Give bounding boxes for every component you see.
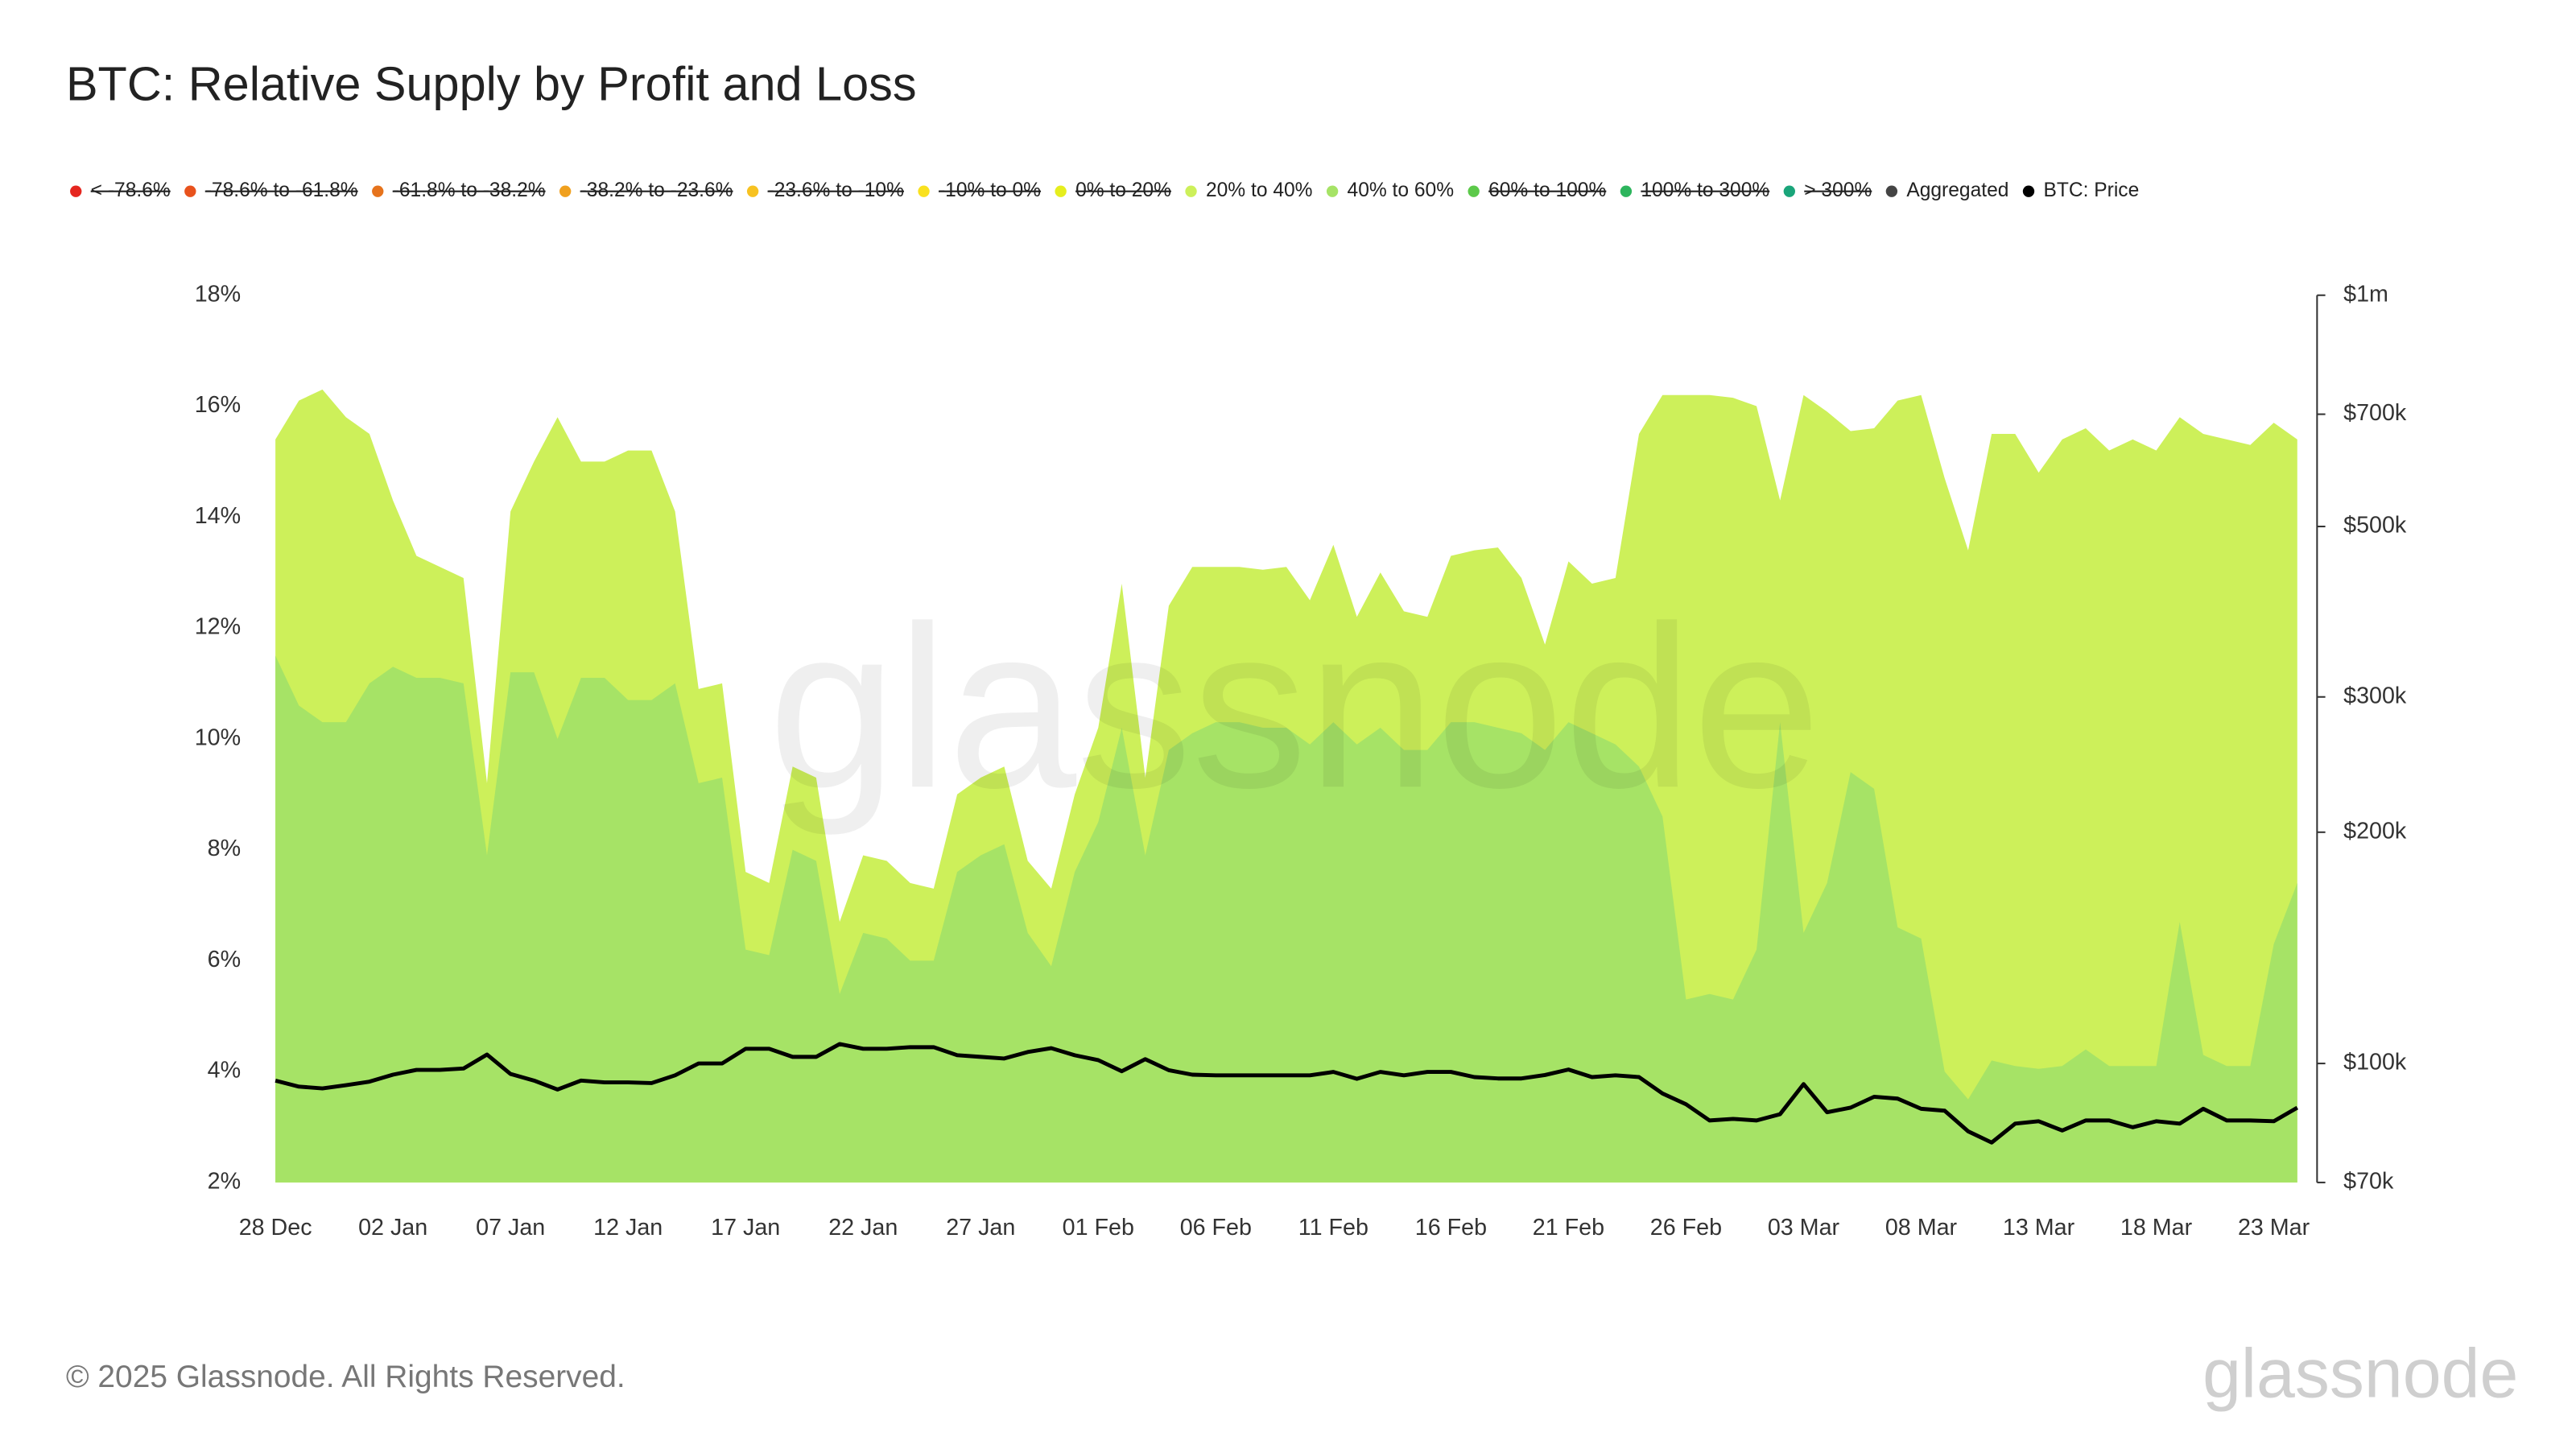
y-tick-label: 18% <box>195 281 241 307</box>
x-tick-label: 22 Jan <box>828 1215 898 1241</box>
x-tick-label: 13 Mar <box>2003 1215 2075 1241</box>
legend-swatch <box>372 185 384 197</box>
x-tick-label: 12 Jan <box>593 1215 663 1241</box>
legend-swatch <box>1783 185 1795 197</box>
legend-swatch <box>559 185 572 197</box>
x-tick-label: 11 Feb <box>1298 1215 1368 1241</box>
legend-swatch <box>1055 185 1067 197</box>
y-tick-label: 16% <box>195 392 241 418</box>
legend-swatch <box>1468 185 1480 197</box>
x-tick-label: 06 Feb <box>1180 1215 1252 1241</box>
x-tick-label: 21 Feb <box>1533 1215 1604 1241</box>
y-tick-label: 8% <box>208 836 241 861</box>
x-tick-label: 17 Jan <box>711 1215 780 1241</box>
legend-label: 40% to 60% <box>1348 180 1455 201</box>
legend-swatch <box>918 185 930 197</box>
legend-swatch <box>1885 185 1898 197</box>
legend-swatch <box>746 185 759 197</box>
legend-swatch <box>70 185 82 197</box>
x-tick-label: 18 Mar <box>2120 1215 2193 1241</box>
y2-tick-label: $200k <box>2343 818 2407 844</box>
legend-label: Aggregated <box>1906 180 2008 201</box>
y2-tick-label: $300k <box>2343 683 2407 708</box>
footer: © 2025 Glassnode. All Rights Reserved. <box>66 1360 625 1394</box>
chart-title: BTC: Relative Supply by Profit and Loss <box>66 56 917 110</box>
y2-tick-label: $700k <box>2343 400 2407 426</box>
watermark: glassnode <box>768 577 1821 837</box>
y2-tick-label: $1m <box>2343 281 2388 307</box>
x-tick-label: 23 Mar <box>2238 1215 2310 1241</box>
x-tick-label: 16 Feb <box>1415 1215 1487 1241</box>
y2-tick-label: $500k <box>2343 513 2407 539</box>
y-tick-label: 2% <box>208 1168 241 1194</box>
legend-label: 20% to 40% <box>1206 180 1313 201</box>
legend-swatch <box>1185 185 1197 197</box>
y-tick-label: 12% <box>195 614 241 640</box>
x-tick-label: 28 Dec <box>239 1215 312 1241</box>
x-tick-label: 02 Jan <box>358 1215 427 1241</box>
legend-swatch <box>1620 185 1633 197</box>
legend: < -78.6% -78.6% to -61.8% -61.8% to -38.2%… <box>70 180 2139 201</box>
x-tick-label: 01 Feb <box>1063 1215 1134 1241</box>
plot: 2% 4% 6% 8% 10% 12% 14% 16% 18% $70k $100k $200k $30… <box>195 281 2407 1241</box>
x-tick-label: 03 Mar <box>1768 1215 1840 1241</box>
price-line <box>275 1042 2299 1145</box>
x-tick-label: 26 Feb <box>1650 1215 1722 1241</box>
y2-tick-label: $70k <box>2343 1168 2394 1194</box>
x-tick-label: 27 Jan <box>946 1215 1015 1241</box>
x-tick-label: 08 Mar <box>1885 1215 1958 1241</box>
y2-tick-label: $100k <box>2343 1050 2407 1075</box>
legend-swatch <box>1326 185 1339 197</box>
legend-swatch <box>2022 185 2035 197</box>
y-tick-label: 6% <box>208 947 241 972</box>
y-tick-label: 14% <box>195 503 241 529</box>
y-tick-label: 10% <box>195 724 241 750</box>
legend-swatch <box>184 185 196 197</box>
logo: glassnode <box>2202 1335 2518 1412</box>
y-tick-label: 4% <box>208 1058 241 1084</box>
legend-label: BTC: Price <box>2043 180 2139 201</box>
x-tick-label: 07 Jan <box>476 1215 545 1241</box>
